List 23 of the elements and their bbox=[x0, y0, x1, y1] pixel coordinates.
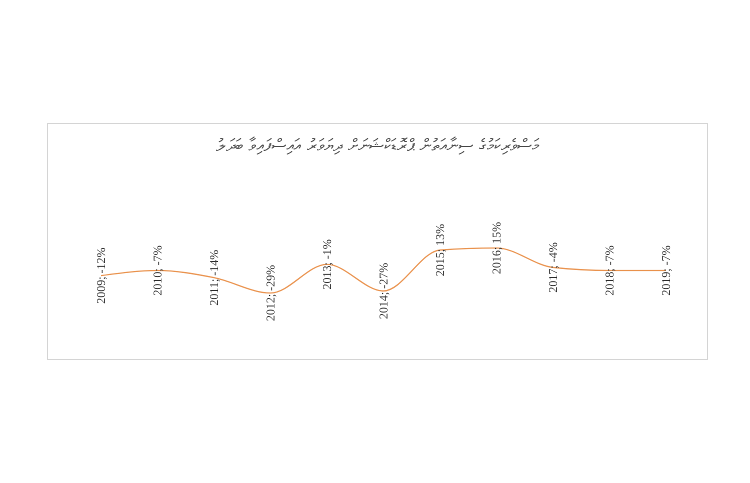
data-label: ; -7% bbox=[602, 245, 616, 272]
chart-title: މަސްވެރިކަމުގެ ސިނާއަތުން ޕްރޮޑަކްޝަނަށް ދިޔަވަރު އައިސްފައިވާ ބަދަލު bbox=[214, 136, 540, 156]
data-label: ; -1% bbox=[320, 239, 334, 266]
x-tick-label: 2014 bbox=[376, 295, 390, 320]
data-label: ; -27% bbox=[376, 262, 390, 296]
data-label: ; 15% bbox=[490, 222, 504, 250]
data-label: ; -14% bbox=[207, 250, 221, 282]
x-tick-label: 2011 bbox=[207, 282, 221, 306]
x-tick-label: 2018 bbox=[602, 272, 616, 296]
data-label: ; -4% bbox=[546, 242, 560, 269]
x-tick-label: 2009 bbox=[94, 280, 108, 304]
data-label: ; -29% bbox=[264, 264, 278, 298]
x-tick-label: 2019 bbox=[659, 272, 673, 296]
data-label: ; -12% bbox=[94, 247, 108, 280]
data-label: ; -7% bbox=[659, 245, 673, 272]
x-tick-label: 2012 bbox=[264, 297, 278, 322]
x-tick-label: 2013 bbox=[320, 266, 334, 290]
data-label: ; -7% bbox=[150, 245, 164, 272]
x-tick-label: 2017 bbox=[546, 268, 560, 293]
x-tick-label: 2015 bbox=[433, 252, 447, 276]
data-label: ; 13% bbox=[433, 224, 447, 252]
x-tick-label: 2016 bbox=[490, 250, 504, 274]
x-tick-label: 2010 bbox=[150, 272, 164, 296]
